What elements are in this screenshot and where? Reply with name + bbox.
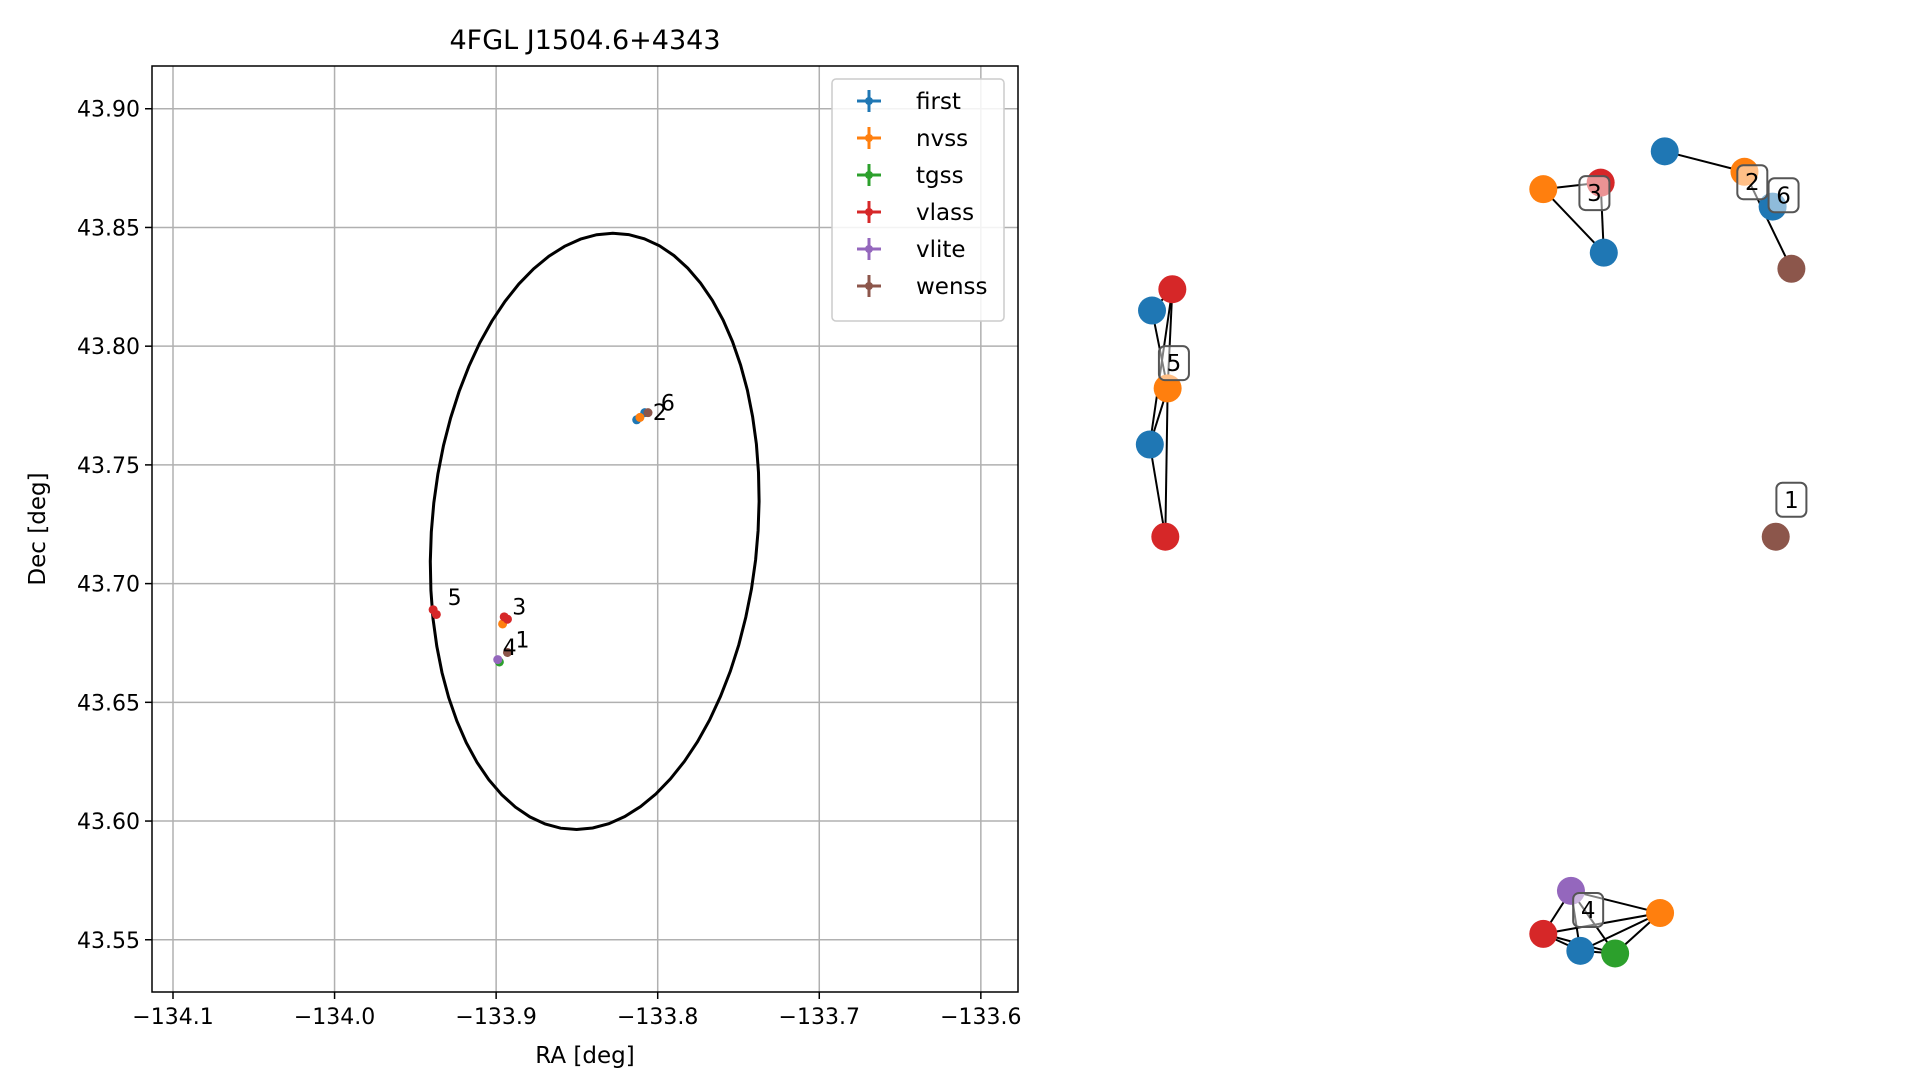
legend-marker-tgss — [865, 171, 873, 179]
network-label-box — [1572, 891, 1605, 928]
point-nvss — [635, 412, 645, 422]
network-node-vlass — [1158, 275, 1187, 304]
network-node-first — [1135, 430, 1164, 459]
network-label-1: 1 — [1784, 488, 1799, 514]
legend-marker-nvss — [865, 134, 873, 142]
legend-label-vlass: vlass — [916, 200, 974, 226]
legend-label-vlite: vlite — [916, 237, 966, 263]
annotation-6: 6 — [661, 391, 675, 416]
y-tick-label: 43.60 — [77, 810, 140, 835]
legend-marker-first — [865, 97, 873, 105]
annotation-3: 3 — [512, 595, 526, 620]
x-tick-label: −134.0 — [294, 1005, 375, 1030]
network-label-5: 5 — [1167, 351, 1182, 377]
point-wenss — [502, 647, 512, 657]
source-annotations: 1 2 3 4 5 6 — [448, 391, 675, 661]
legend-label-wenss: wenss — [916, 274, 988, 300]
network-label-box — [1736, 164, 1769, 201]
network-node-vlass — [1529, 919, 1558, 948]
legend-label-tgss: tgss — [916, 163, 964, 189]
y-tick-label: 43.70 — [77, 573, 140, 598]
x-axis-label: RA [deg] — [535, 1043, 634, 1069]
annotation-2: 2 — [653, 401, 667, 426]
network-node-wenss — [1761, 522, 1790, 551]
network-label-2: 2 — [1745, 170, 1760, 196]
network-node-first — [1650, 137, 1679, 166]
chart-title: 4FGL J1504.6+4343 — [449, 25, 720, 56]
x-tick-label: −133.7 — [779, 1005, 860, 1030]
y-tick-label: 43.65 — [77, 691, 140, 716]
y-tick-label: 43.75 — [77, 454, 140, 479]
network-edge — [1148, 444, 1167, 537]
x-tick-label: −133.8 — [617, 1005, 698, 1030]
network-label-6: 6 — [1776, 183, 1791, 209]
legend: first nvss tgss vlass vlite wenss — [831, 78, 1005, 322]
x-axis-ticks: −134.1 −134.0 −133.9 −133.8 −133.7 −133.6 — [132, 992, 1022, 1030]
y-tick-label: 43.55 — [77, 929, 140, 954]
network-node-wenss — [1777, 254, 1806, 283]
point-wenss — [643, 408, 653, 418]
ellipse-outline — [428, 231, 761, 832]
y-tick-label: 43.90 — [77, 98, 140, 123]
legend-marker-vlite — [865, 245, 873, 253]
network-edge — [1542, 188, 1605, 254]
x-tick-label: −134.1 — [132, 1005, 213, 1030]
network-label-box — [1767, 177, 1800, 214]
y-axis-ticks: 43.55 43.60 43.65 43.70 43.75 43.80 43.85 43.90 — [77, 98, 152, 954]
legend-marker-vlass — [865, 208, 873, 216]
network-edge — [1164, 388, 1169, 537]
x-tick-label: −133.9 — [455, 1005, 536, 1030]
network-node-nvss — [1529, 175, 1558, 204]
point-vlass — [502, 614, 512, 624]
x-tick-label: −133.6 — [940, 1005, 1021, 1030]
network-label-3: 3 — [1587, 181, 1602, 207]
network-label-4: 4 — [1581, 898, 1596, 924]
localization-ellipse — [428, 231, 761, 832]
grid-lines — [152, 66, 1018, 992]
annotation-5: 5 — [448, 586, 462, 611]
network-label-box — [1157, 345, 1190, 382]
network-node-first — [1566, 936, 1595, 965]
legend-label-nvss: nvss — [916, 126, 968, 152]
network-node-nvss — [1646, 899, 1675, 928]
legend-label-first: first — [916, 89, 961, 115]
y-tick-label: 43.85 — [77, 216, 140, 241]
legend-marker-wenss — [865, 282, 873, 290]
annotation-1: 1 — [516, 629, 530, 654]
network-labels: 1 2 3 4 5 6 — [1157, 164, 1808, 928]
network-graph: 1 2 3 4 5 6 — [1135, 137, 1808, 968]
network-node-nvss — [1153, 374, 1182, 403]
axes-frame — [151, 65, 1019, 993]
point-vlass — [431, 609, 441, 619]
network-label-box — [1775, 481, 1808, 518]
network-node-tgss — [1601, 939, 1630, 968]
network-node-vlass — [1151, 522, 1180, 551]
network-node-first — [1138, 296, 1167, 325]
network-node-first — [1589, 238, 1618, 267]
annotation-4: 4 — [503, 636, 517, 661]
point-vlite — [493, 655, 503, 665]
source-points — [428, 408, 653, 667]
network-edge — [1579, 912, 1661, 952]
y-tick-label: 43.80 — [77, 335, 140, 360]
network-label-box — [1578, 175, 1611, 212]
y-axis-label: Dec [deg] — [25, 472, 51, 585]
